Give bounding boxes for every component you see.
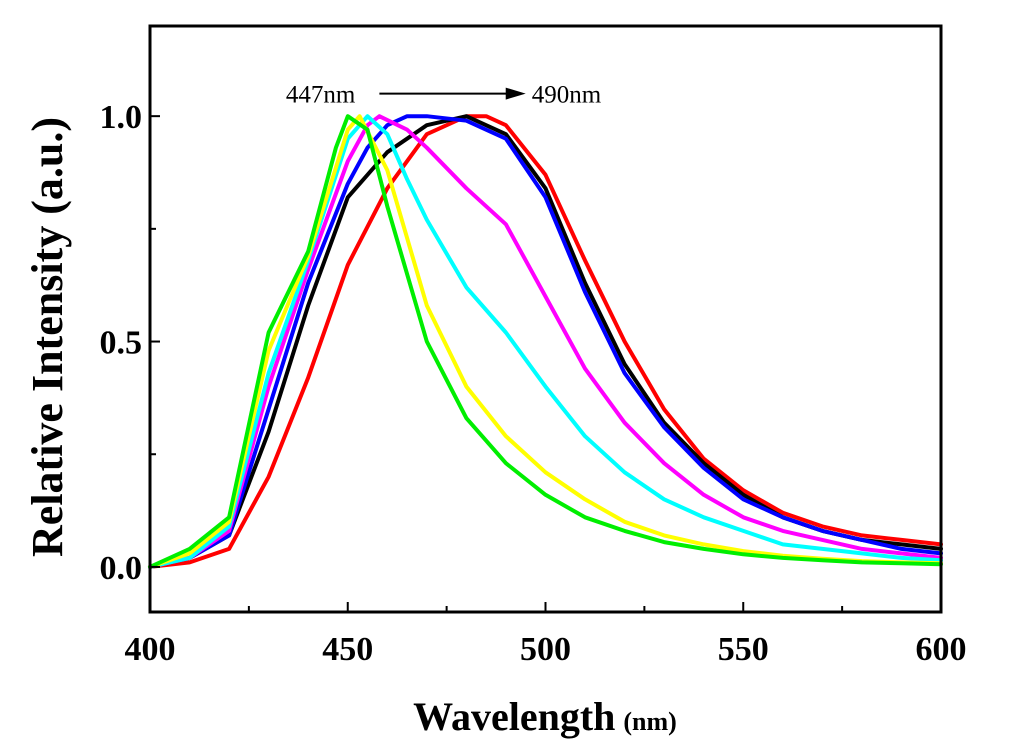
x-axis-title-text: Wavelength [413,694,615,739]
x-axis-title: Wavelength (nm) [413,694,677,739]
annotation-start-label: 447nm [286,82,356,109]
x-tick-label: 550 [718,631,769,668]
series-line-1 [148,114,943,569]
y-tick-label: 0.5 [100,325,143,362]
series-line-4 [148,114,943,569]
tick-layer: 400 450 500 550 600 0.0 0.5 1.0 [100,99,967,668]
series-line-5 [148,114,943,569]
series-line-3 [148,114,943,569]
y-tick-label: 1.0 [100,99,143,136]
y-tick-label: 0.0 [100,550,143,587]
annotation: 447nm 490nm [286,82,602,109]
plot-frame [148,24,943,614]
y-axis-title: Relative Intensity (a.u.) [23,117,72,557]
x-tick-label: 450 [322,631,373,668]
x-axis-unit: (nm) [623,707,676,736]
x-tick-label: 400 [125,631,176,668]
series-line-7 [148,114,943,569]
x-tick-label: 600 [916,631,967,668]
annotation-end-label: 490nm [532,82,602,109]
x-tick-label: 500 [520,631,571,668]
series-layer [148,114,943,569]
annotation-arrowhead [505,87,526,100]
